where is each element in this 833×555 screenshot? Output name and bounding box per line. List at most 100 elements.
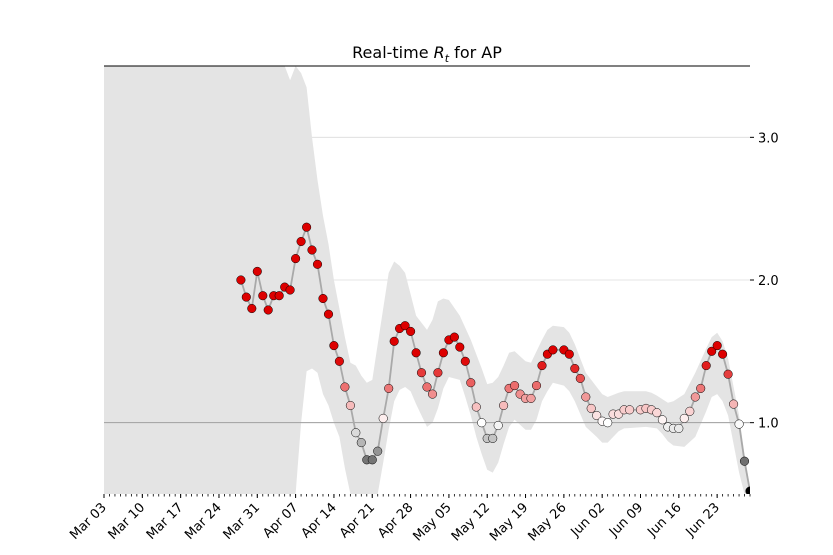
data-point xyxy=(586,403,596,413)
data-point xyxy=(652,408,662,418)
data-point xyxy=(252,266,262,276)
data-point xyxy=(329,341,339,351)
data-point xyxy=(247,303,257,314)
data-point xyxy=(564,349,574,359)
data-point xyxy=(433,368,443,378)
data-point xyxy=(296,236,306,247)
data-point xyxy=(411,348,421,358)
data-point xyxy=(592,410,602,421)
data-point xyxy=(696,383,706,393)
data-point xyxy=(367,455,377,465)
data-point xyxy=(422,382,432,392)
data-point xyxy=(400,321,410,331)
data-point xyxy=(657,415,667,425)
x-tick-label: Mar 10 xyxy=(106,500,149,543)
data-point xyxy=(477,418,487,428)
data-point xyxy=(570,363,580,374)
data-point xyxy=(701,361,711,371)
data-point xyxy=(581,392,591,402)
data-point xyxy=(318,293,328,304)
data-point xyxy=(674,423,684,433)
data-point xyxy=(685,406,695,416)
data-point xyxy=(510,381,520,391)
x-tick-label: Jun 23 xyxy=(683,500,723,540)
data-point xyxy=(526,393,536,403)
data-point xyxy=(575,373,585,383)
data-point xyxy=(302,222,312,232)
data-point xyxy=(351,428,361,438)
data-point xyxy=(449,332,459,342)
data-point xyxy=(258,291,268,301)
x-tick-label: May 26 xyxy=(525,500,569,544)
data-point xyxy=(406,326,416,336)
data-point xyxy=(323,309,334,319)
data-point xyxy=(707,346,717,356)
data-point xyxy=(389,336,399,346)
data-point xyxy=(378,413,388,423)
x-tick-label: May 19 xyxy=(487,500,531,544)
x-tick-label: Mar 03 xyxy=(67,500,110,543)
data-point xyxy=(690,392,700,402)
data-point xyxy=(488,433,498,443)
data-point xyxy=(356,438,366,448)
data-point xyxy=(236,275,246,285)
x-tick-label: Apr 07 xyxy=(260,500,301,541)
data-point xyxy=(307,245,317,255)
data-point xyxy=(466,378,476,388)
data-point xyxy=(427,389,438,399)
data-point xyxy=(745,486,750,494)
data-point xyxy=(679,413,689,423)
title-subscript: t xyxy=(445,52,450,65)
plot-area xyxy=(104,66,750,494)
data-point xyxy=(471,402,481,412)
data-point xyxy=(460,356,470,366)
data-point xyxy=(723,369,733,379)
x-tick-label: Apr 21 xyxy=(337,500,378,541)
x-tick-label: Apr 28 xyxy=(375,500,416,541)
x-tick-label: Jun 09 xyxy=(606,500,646,540)
title-suffix: for AP xyxy=(449,43,502,62)
y-tick-label: 2.0 xyxy=(758,274,779,289)
data-point xyxy=(384,383,394,393)
x-tick-label: Mar 17 xyxy=(144,500,187,543)
data-point xyxy=(416,368,427,378)
title-prefix: Real-time xyxy=(352,43,434,62)
credible-interval-band xyxy=(104,66,750,494)
data-point xyxy=(625,405,635,415)
x-tick-label: Jun 16 xyxy=(644,500,684,540)
data-point xyxy=(263,305,273,315)
x-tick-label: Mar 24 xyxy=(182,500,225,543)
data-point xyxy=(537,361,547,371)
data-point xyxy=(739,456,750,466)
title-symbol: R xyxy=(434,43,445,62)
x-tick-label: Jun 02 xyxy=(568,500,608,540)
x-tick-label: Mar 31 xyxy=(221,500,264,543)
data-point xyxy=(455,342,465,352)
chart-title: Real-time Rt for AP xyxy=(352,43,502,65)
data-point xyxy=(718,349,728,359)
y-tick-label: 3.0 xyxy=(758,131,779,146)
data-point xyxy=(499,400,509,411)
data-point xyxy=(345,400,355,411)
x-tick-label: Apr 14 xyxy=(299,500,340,541)
data-point xyxy=(734,419,744,429)
data-point xyxy=(548,345,558,355)
data-point xyxy=(493,420,503,431)
data-point xyxy=(603,418,613,428)
data-point xyxy=(373,446,383,456)
data-point xyxy=(729,399,739,409)
plot-content xyxy=(104,66,750,494)
data-point xyxy=(334,356,344,366)
x-tick-label: May 12 xyxy=(449,500,493,544)
data-point xyxy=(438,348,448,358)
data-point xyxy=(312,259,323,269)
x-tick-label: May 05 xyxy=(410,500,454,544)
y-tick-label: 1.0 xyxy=(758,417,779,432)
data-point xyxy=(531,381,542,391)
data-point xyxy=(712,341,722,351)
data-point xyxy=(241,292,251,302)
data-point xyxy=(291,254,301,264)
data-point xyxy=(274,291,284,301)
data-point xyxy=(285,285,295,295)
